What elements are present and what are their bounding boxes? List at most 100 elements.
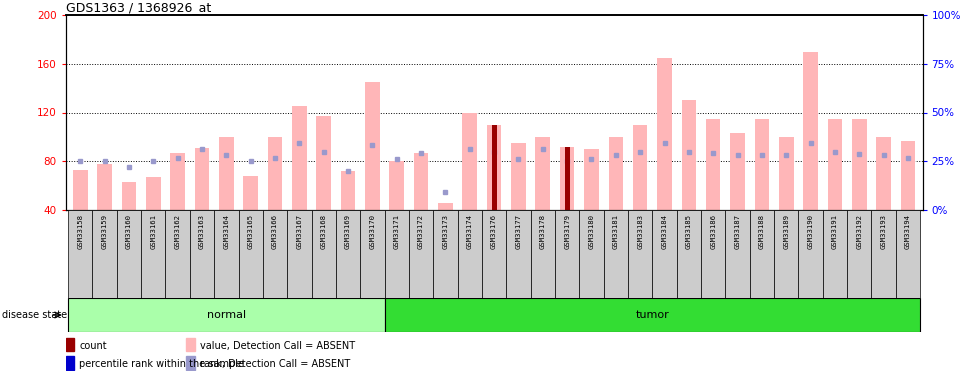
Bar [554,210,580,298]
Text: GSM33193: GSM33193 [881,214,887,249]
Bar [360,210,384,298]
Bar [186,356,195,370]
Bar [365,82,380,210]
Text: tumor: tumor [636,310,669,320]
Bar [657,58,671,210]
Text: GSM33171: GSM33171 [394,214,400,249]
Bar [900,141,915,210]
Bar [73,170,88,210]
Text: GSM33160: GSM33160 [126,214,132,249]
Bar [117,210,141,298]
Text: GSM33192: GSM33192 [856,214,863,249]
Text: percentile rank within the sample: percentile rank within the sample [79,359,244,369]
Text: GSM33168: GSM33168 [321,214,327,249]
Bar [828,118,842,210]
Bar [701,210,725,298]
Bar [458,210,482,298]
Bar [186,338,195,351]
Bar [676,210,701,298]
Bar [560,147,575,210]
Bar [146,177,160,210]
Text: GSM33167: GSM33167 [297,214,302,249]
Bar [69,210,93,298]
Text: GSM33163: GSM33163 [199,214,205,249]
Bar [141,210,165,298]
Text: GSM33173: GSM33173 [442,214,448,249]
Bar [317,116,331,210]
Bar [487,124,501,210]
Bar [754,118,769,210]
Text: GSM33191: GSM33191 [832,214,838,249]
Text: GSM33194: GSM33194 [905,214,911,249]
Bar [633,124,647,210]
Text: GSM33176: GSM33176 [491,214,497,249]
Bar [66,338,74,351]
Text: GSM33190: GSM33190 [808,214,813,249]
Bar [122,182,136,210]
Bar [535,137,550,210]
Bar [564,147,570,210]
Text: GSM33159: GSM33159 [101,214,107,249]
Text: normal: normal [207,310,246,320]
Text: GSM33172: GSM33172 [418,214,424,249]
Bar [774,210,798,298]
Bar [530,210,554,298]
Bar [93,210,117,298]
Bar [384,210,409,298]
Text: GSM33164: GSM33164 [223,214,229,249]
Bar [823,210,847,298]
Text: GSM33181: GSM33181 [612,214,619,249]
Text: GSM33174: GSM33174 [467,214,472,249]
Bar [268,137,282,210]
Text: GSM33188: GSM33188 [759,214,765,249]
Text: GSM33166: GSM33166 [272,214,278,249]
Bar [609,137,623,210]
Bar [895,210,920,298]
Bar [511,143,526,210]
Bar [413,153,428,210]
Bar [69,298,384,332]
Text: GSM33162: GSM33162 [175,214,181,249]
Text: GSM33161: GSM33161 [151,214,156,249]
Bar [847,210,871,298]
Bar [439,202,453,210]
Bar [584,149,599,210]
Bar [628,210,652,298]
Bar [165,210,190,298]
Bar [287,210,312,298]
Bar [706,118,721,210]
Bar [463,112,477,210]
Bar [292,106,306,210]
Bar [389,161,404,210]
Bar [384,298,920,332]
Text: GSM33179: GSM33179 [564,214,570,249]
Text: GSM33165: GSM33165 [247,214,254,249]
Bar [336,210,360,298]
Bar [804,52,818,210]
Text: GSM33187: GSM33187 [734,214,741,249]
Bar [66,356,74,370]
Bar [190,210,214,298]
Bar [682,100,696,210]
Text: GSM33185: GSM33185 [686,214,692,249]
Text: GSM33180: GSM33180 [588,214,594,249]
Bar [492,124,497,210]
Bar [263,210,287,298]
Bar [506,210,530,298]
Bar [580,210,604,298]
Bar [730,133,745,210]
Text: value, Detection Call = ABSENT: value, Detection Call = ABSENT [200,340,355,351]
Bar [434,210,458,298]
Text: GSM33186: GSM33186 [710,214,716,249]
Text: rank, Detection Call = ABSENT: rank, Detection Call = ABSENT [200,359,351,369]
Text: GDS1363 / 1368926_at: GDS1363 / 1368926_at [66,1,211,14]
Bar [798,210,823,298]
Bar [214,210,239,298]
Bar [243,176,258,210]
Bar [341,171,355,210]
Bar [852,118,867,210]
Bar [871,210,895,298]
Text: GSM33178: GSM33178 [540,214,546,249]
Bar [652,210,676,298]
Bar [312,210,336,298]
